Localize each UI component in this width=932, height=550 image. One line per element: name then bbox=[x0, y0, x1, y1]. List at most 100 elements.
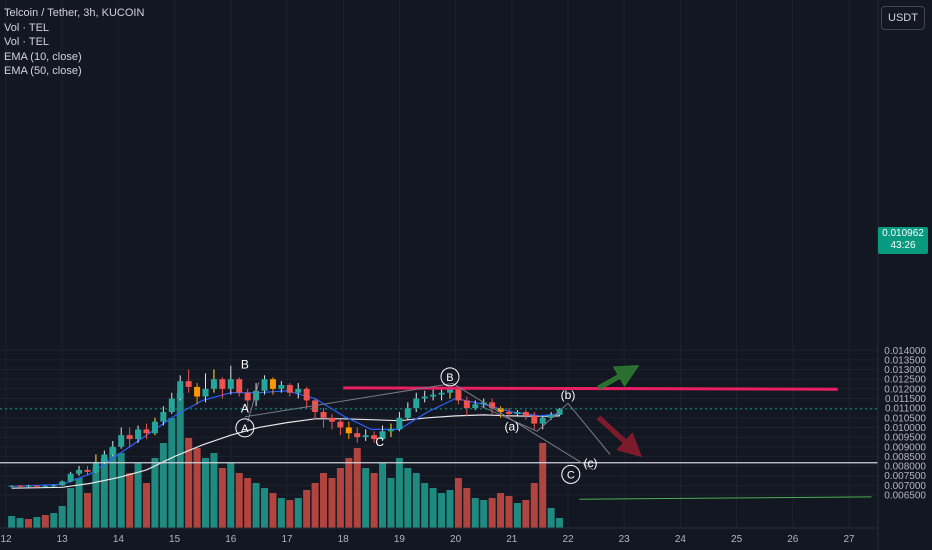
candle-body bbox=[101, 454, 108, 463]
indicator-volume-1[interactable]: Vol · TEL bbox=[4, 21, 50, 34]
candle-body bbox=[194, 386, 201, 397]
candle-body bbox=[8, 485, 15, 487]
volume-bar bbox=[252, 483, 260, 528]
drawings bbox=[0, 365, 878, 500]
wave-label: (b) bbox=[561, 388, 576, 402]
candle-body bbox=[202, 388, 209, 397]
candle-body bbox=[379, 431, 386, 440]
volume-bar bbox=[353, 448, 361, 528]
volume-bar bbox=[480, 500, 488, 528]
candle-body bbox=[387, 429, 394, 432]
volume-bar bbox=[67, 488, 75, 528]
candle-body bbox=[413, 398, 420, 409]
x-tick-label: 15 bbox=[169, 534, 181, 545]
candle-body bbox=[67, 473, 74, 482]
candle-body bbox=[177, 381, 184, 399]
y-tick-label: 0.011500 bbox=[885, 394, 926, 405]
volume-bar bbox=[134, 463, 142, 528]
candle-body bbox=[505, 412, 512, 414]
volume-bar bbox=[41, 515, 49, 528]
wave-circle-icon bbox=[561, 464, 581, 484]
y-tick-label: 0.014000 bbox=[884, 346, 926, 357]
wave-label: (a) bbox=[504, 419, 519, 433]
legend: Telcoin / Tether, 3h, KUCOIN Vol · TEL V… bbox=[4, 6, 144, 79]
volume-bar bbox=[277, 498, 285, 528]
volume-bar bbox=[539, 443, 547, 528]
candle-body bbox=[531, 415, 538, 424]
candle-body bbox=[109, 446, 116, 455]
volume-bar bbox=[100, 458, 108, 528]
symbol-title[interactable]: Telcoin / Tether, 3h, KUCOIN bbox=[4, 7, 145, 19]
volume-bar bbox=[83, 493, 91, 528]
candle-body bbox=[76, 469, 83, 474]
candle-body bbox=[33, 485, 40, 487]
x-tick-label: 20 bbox=[450, 534, 462, 545]
x-tick-label: 26 bbox=[787, 534, 799, 545]
volume-bar bbox=[328, 478, 336, 528]
volume-bar bbox=[261, 488, 269, 528]
volume-bar bbox=[463, 488, 471, 528]
volume-bar bbox=[530, 483, 538, 528]
candle-body bbox=[295, 388, 302, 393]
indicator-ema50[interactable]: EMA (50, close) bbox=[4, 65, 82, 77]
volume-bar bbox=[33, 517, 41, 528]
volume-bar bbox=[117, 453, 125, 528]
wave-zigzag-minor bbox=[480, 402, 611, 455]
volume-bar bbox=[320, 473, 328, 528]
candle-body bbox=[480, 402, 487, 405]
candle-body bbox=[50, 485, 57, 487]
y-tick-label: 0.009500 bbox=[884, 433, 926, 444]
y-tick-label: 0.013000 bbox=[884, 365, 926, 376]
volume-bar bbox=[235, 473, 243, 528]
indicator-ema10[interactable]: EMA (10, close) bbox=[4, 50, 82, 63]
x-tick-label: 14 bbox=[113, 534, 125, 545]
candle-body bbox=[160, 412, 167, 422]
candle-body bbox=[42, 485, 49, 487]
candle-body bbox=[548, 414, 555, 418]
volume-bar bbox=[311, 483, 319, 528]
candle-body bbox=[430, 394, 437, 397]
wave-zigzag-top bbox=[247, 381, 260, 423]
y-tick-label: 0.012500 bbox=[884, 375, 926, 386]
volume-bar bbox=[185, 438, 193, 528]
volume-bar bbox=[151, 458, 159, 528]
volume-bar bbox=[16, 518, 24, 528]
volume-bar bbox=[227, 463, 235, 528]
volume-bar bbox=[395, 458, 403, 528]
candle-body bbox=[404, 408, 411, 418]
currency-button[interactable]: USDT bbox=[881, 6, 925, 30]
candle-body bbox=[472, 404, 479, 409]
candle-body bbox=[371, 435, 378, 440]
candle-body bbox=[253, 390, 260, 401]
y-tick-label: 0.013500 bbox=[884, 355, 926, 366]
candle-body bbox=[303, 388, 310, 401]
volume-bar bbox=[58, 506, 66, 528]
volume-bar bbox=[370, 473, 378, 528]
bullish-arrow-icon bbox=[597, 365, 640, 391]
volume-bar bbox=[176, 393, 184, 528]
bearish-arrow-icon bbox=[596, 415, 642, 458]
volume-bar bbox=[244, 478, 252, 528]
candle-body bbox=[463, 400, 470, 409]
candle-body bbox=[455, 388, 462, 401]
volume-bar bbox=[446, 490, 454, 528]
volume-bar bbox=[92, 468, 100, 528]
time-axis[interactable]: 12 13 14 15 16 17 18 19 20 21 22 23 24 25 26 27 bbox=[0, 527, 878, 545]
candle-body bbox=[261, 379, 268, 391]
volume-bar bbox=[547, 508, 555, 528]
wave-circle-label: B bbox=[446, 372, 453, 384]
volume-bars bbox=[8, 393, 564, 528]
candle-body bbox=[556, 408, 563, 415]
volume-bar bbox=[286, 500, 294, 528]
x-tick-label: 12 bbox=[0, 534, 12, 545]
volume-bar bbox=[109, 448, 117, 528]
volume-bar bbox=[202, 458, 210, 528]
volume-bar bbox=[345, 458, 353, 528]
volume-bar bbox=[210, 453, 218, 528]
volume-bar bbox=[429, 488, 437, 528]
volume-bar bbox=[556, 518, 564, 528]
price-axis[interactable]: 0.0065000.0070000.0075000.0080000.008500… bbox=[877, 0, 926, 550]
volume-bar bbox=[143, 483, 150, 528]
indicator-volume-2[interactable]: Vol · TEL bbox=[4, 36, 50, 48]
